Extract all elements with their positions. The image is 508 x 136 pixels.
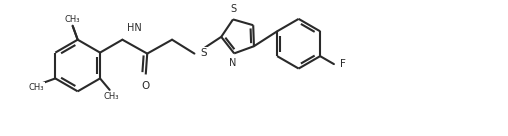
Text: CH₃: CH₃ bbox=[65, 15, 80, 24]
Text: HN: HN bbox=[128, 23, 142, 33]
Text: O: O bbox=[142, 81, 150, 91]
Text: F: F bbox=[340, 59, 346, 69]
Text: N: N bbox=[229, 58, 236, 68]
Text: CH₃: CH₃ bbox=[28, 83, 44, 92]
Text: S: S bbox=[230, 4, 236, 14]
Text: CH₃: CH₃ bbox=[103, 92, 119, 101]
Text: S: S bbox=[201, 48, 207, 58]
